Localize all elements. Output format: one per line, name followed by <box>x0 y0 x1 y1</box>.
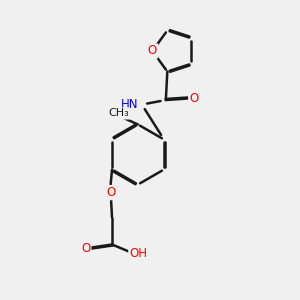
Text: CH₃: CH₃ <box>109 108 130 118</box>
Text: HN: HN <box>121 98 139 111</box>
Text: O: O <box>81 242 90 255</box>
Text: OH: OH <box>129 247 147 260</box>
Text: O: O <box>148 44 157 58</box>
Text: O: O <box>189 92 199 105</box>
Text: O: O <box>106 186 115 199</box>
